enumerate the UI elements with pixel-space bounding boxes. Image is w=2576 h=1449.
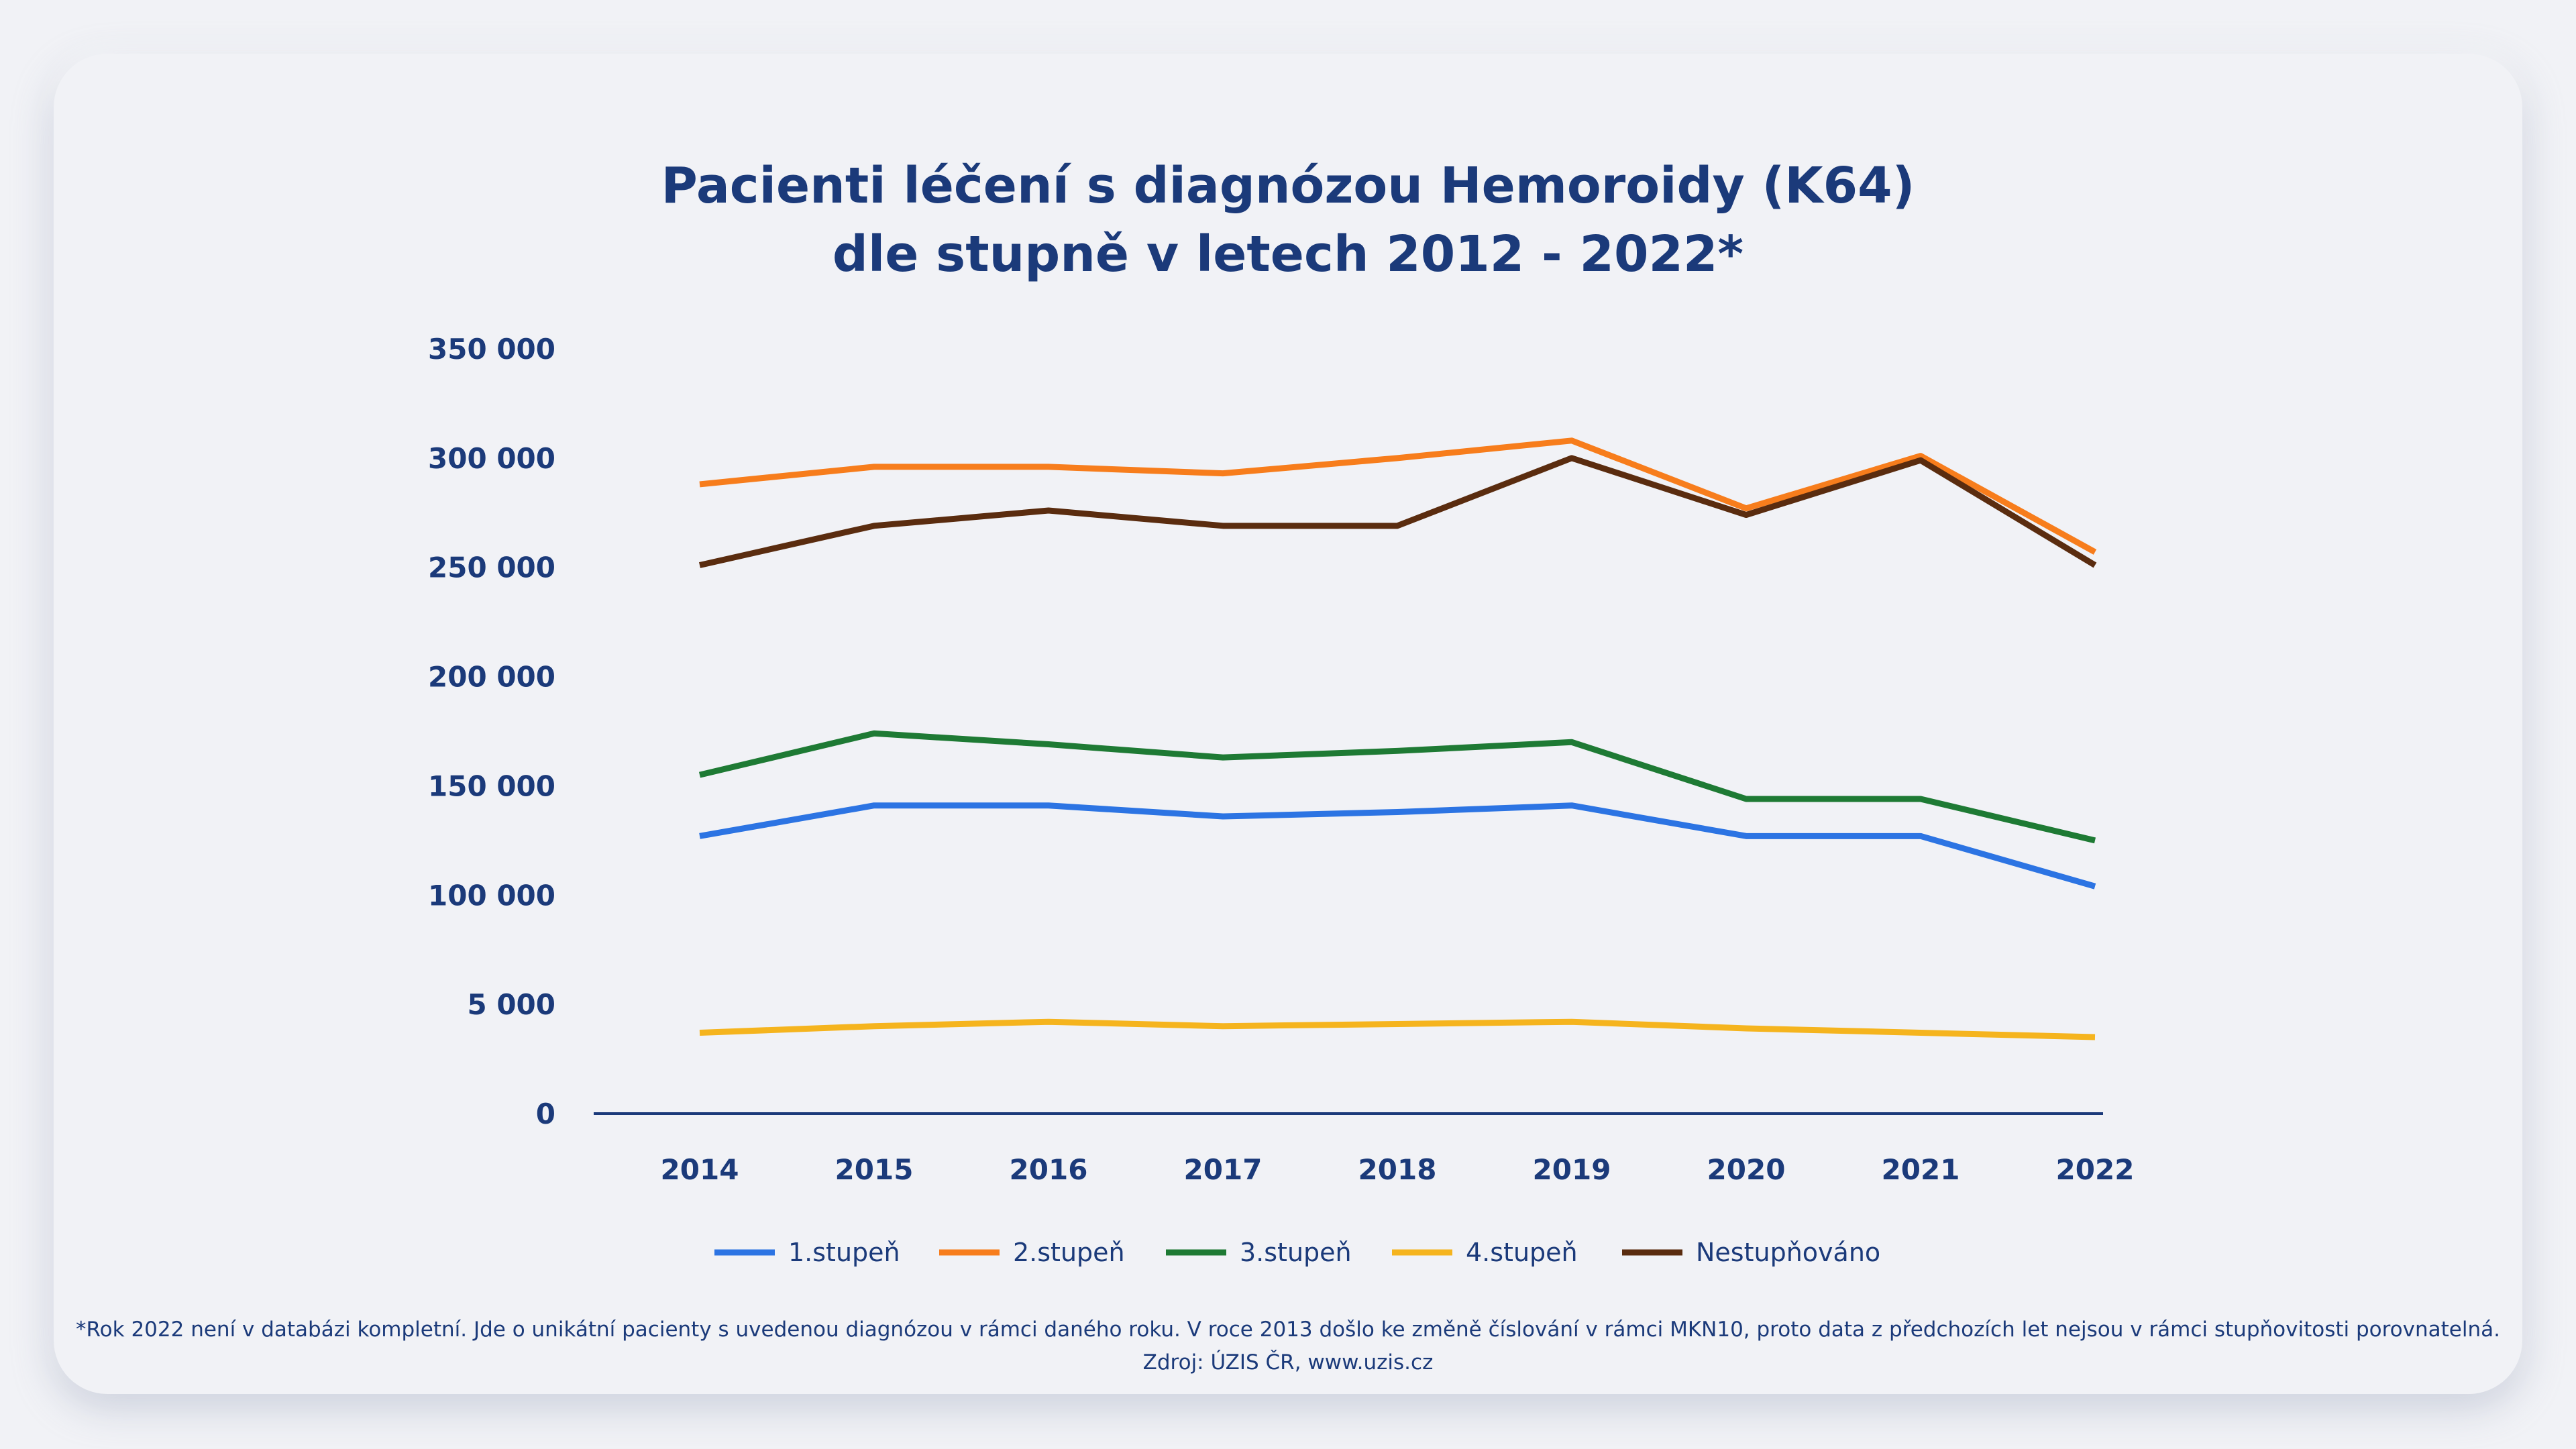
y-tick-label: 150 000	[428, 769, 555, 802]
series-line	[699, 1018, 2096, 1040]
x-tick-label: 2014	[661, 1153, 739, 1186]
chart-title-line-1: Pacienti léčení s diagnózou Hemoroidy (K…	[661, 157, 1915, 215]
x-tick-label: 2022	[2056, 1153, 2135, 1186]
y-tick-label: 200 000	[428, 661, 555, 694]
series-line	[699, 802, 2096, 890]
series-line	[698, 730, 2096, 844]
legend-label: 1.stupeň	[788, 1238, 900, 1267]
footnote: *Rok 2022 není v databázi kompletní. Jde…	[76, 1318, 2500, 1342]
x-tick-label: 2018	[1358, 1153, 1437, 1186]
x-tick-label: 2019	[1533, 1153, 1611, 1186]
legend-label: 2.stupeň	[1013, 1238, 1125, 1267]
series-lines	[698, 437, 2097, 1040]
legend: 1.stupeň 2.stupeň 3.stupeň 4.stupeň Nestupňo…	[714, 1238, 1880, 1267]
y-tick-label: 0	[536, 1097, 555, 1130]
series-line	[699, 437, 2097, 555]
y-tick-label: 250 000	[428, 551, 555, 584]
y-tick-label: 100 000	[428, 879, 555, 912]
y-tick-label: 5 000	[467, 988, 555, 1021]
x-axis-ticks: 2014 2015 2016 2017 2018 2019 2020 2021 2022	[661, 1153, 2135, 1186]
legend-label: 4.stupeň	[1466, 1238, 1578, 1267]
x-tick-label: 2015	[835, 1153, 914, 1186]
legend-label: Nestupňováno	[1696, 1238, 1880, 1267]
legend-label: 3.stupeň	[1240, 1238, 1352, 1267]
y-axis-ticks: 350 000 300 000 250 000 200 000 150 000 100 0…	[428, 333, 555, 1130]
y-tick-label: 350 000	[428, 333, 555, 366]
y-tick-label: 300 000	[428, 442, 555, 475]
x-tick-label: 2020	[1707, 1153, 1786, 1186]
chart-title-line-2: dle stupně v letech 2012 - 2022*	[833, 225, 1743, 283]
series-line	[699, 455, 2097, 568]
x-tick-label: 2017	[1184, 1153, 1263, 1186]
x-tick-label: 2021	[1882, 1153, 1960, 1186]
source-note: Zdroj: ÚZIS ČR, www.uzis.cz	[1143, 1350, 1434, 1375]
x-tick-label: 2016	[1010, 1153, 1088, 1186]
chart-card	[54, 54, 2522, 1394]
